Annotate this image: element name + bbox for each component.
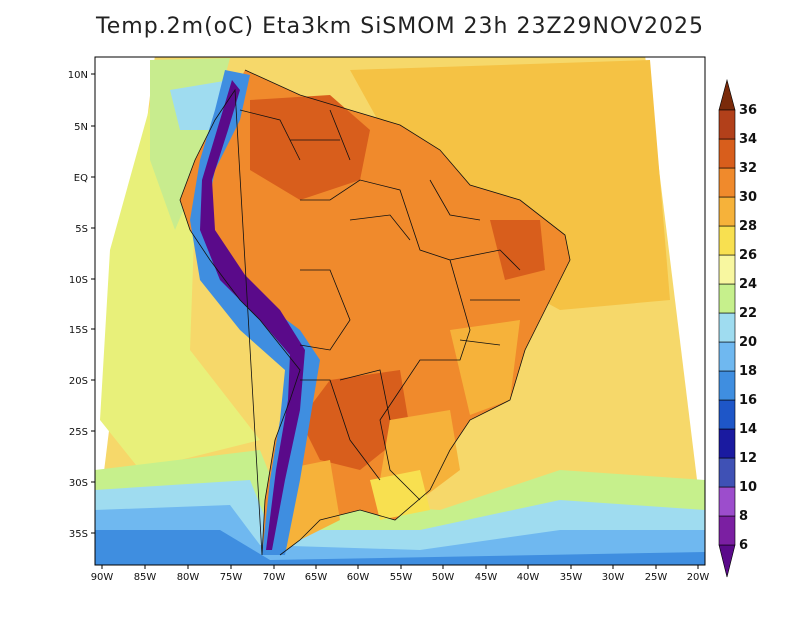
cbar-label-10: 10 (739, 480, 757, 495)
argentina-border (300, 379, 381, 481)
lon-label-65w: 65W (305, 572, 328, 583)
cbar-label-24: 24 (739, 277, 757, 292)
borders (179, 69, 571, 556)
colorbar-box (718, 312, 736, 343)
amazon-hot-area (250, 95, 370, 200)
lat-label-5s: 5S (75, 224, 88, 235)
bolivia-border (299, 269, 351, 351)
chaco-hot-area (300, 370, 410, 470)
cbar-label-12: 12 (739, 451, 757, 466)
lon-label-80w: 80W (177, 572, 200, 583)
colorbar-box (718, 283, 736, 314)
lat-label-10n: 10N (68, 70, 88, 81)
cbar-label-32: 32 (739, 161, 757, 176)
colorbar-box (718, 515, 736, 546)
lon-label-75w: 75W (220, 572, 243, 583)
lon-label-25w: 25W (645, 572, 668, 583)
lat-label-5n: 5N (74, 122, 88, 133)
cbar-label-26: 26 (739, 248, 757, 263)
cbar-label-16: 16 (739, 393, 757, 408)
cbar-label-6: 6 (739, 538, 748, 553)
cbar-label-28: 28 (739, 219, 757, 234)
colorbar-box (718, 109, 736, 140)
atlantic-warm-zone (350, 60, 670, 310)
lon-label-85w: 85W (134, 572, 157, 583)
cbar-label-36: 36 (739, 103, 757, 118)
lon-label-45w: 45W (475, 572, 498, 583)
lon-label-40w: 40W (517, 572, 540, 583)
coastline (179, 69, 571, 556)
state-lines-1 (349, 179, 521, 346)
cbar-label-20: 20 (739, 335, 757, 350)
pacific-cool-zone (100, 70, 260, 470)
lon-label-90w: 90W (91, 572, 114, 583)
colorbar-box (718, 225, 736, 256)
cbar-label-34: 34 (739, 132, 757, 147)
cbar-label-30: 30 (739, 190, 757, 205)
temperature-field (95, 57, 705, 565)
lon-label-60w: 60W (347, 572, 370, 583)
map-title: Temp.2m(oC) Eta3km SiSMOM 23h 23Z29NOV20… (96, 14, 704, 39)
lon-label-35w: 35W (560, 572, 583, 583)
lon-label-50w: 50W (432, 572, 455, 583)
cbar-label-14: 14 (739, 422, 757, 437)
colorbar-top-arrow (718, 78, 736, 111)
lon-label-20w: 20W (687, 572, 710, 583)
south-cool-band-4 (95, 530, 705, 565)
lat-label-15s: 15S (69, 325, 88, 336)
uruguay-region (370, 470, 430, 520)
lon-label-30w: 30W (602, 572, 625, 583)
state-lines-2 (239, 109, 351, 161)
colorbar-box (718, 370, 736, 401)
colorbar-box (718, 486, 736, 517)
cbar-label-18: 18 (739, 364, 757, 379)
colorbar-box (718, 341, 736, 372)
lat-label-10s: 10S (69, 275, 88, 286)
colorbar-box (718, 428, 736, 459)
longitude-axis: 90W 85W 80W 75W 70W 65W 60W 55W 50W 45W … (91, 565, 710, 583)
latitude-axis: 10N 5N EQ 5S 10S 15S 20S 25S 30S 35S (68, 70, 95, 540)
paraguay-border (339, 369, 391, 421)
colorbar-box (718, 457, 736, 488)
colorbar: 36 34 32 30 28 26 24 22 20 18 16 14 12 1… (718, 78, 757, 578)
colorbar-box (718, 254, 736, 285)
lat-label-30s: 30S (69, 478, 88, 489)
colorbar-boxes (718, 109, 736, 546)
lon-label-70w: 70W (263, 572, 286, 583)
lat-label-eq: EQ (74, 173, 88, 184)
brazil-border (300, 179, 471, 501)
colorbar-bottom-arrow (718, 544, 736, 578)
cbar-label-8: 8 (739, 509, 748, 524)
lon-label-55w: 55W (390, 572, 413, 583)
colorbar-box (718, 167, 736, 198)
lat-label-35s: 35S (69, 529, 88, 540)
lat-label-25s: 25S (69, 427, 88, 438)
northeast-hot-area (490, 220, 545, 280)
lat-label-20s: 20S (69, 376, 88, 387)
southeast-mild (450, 320, 520, 415)
map-frame (94, 56, 706, 566)
colorbar-box (718, 196, 736, 227)
colorbar-box (718, 399, 736, 430)
cbar-label-22: 22 (739, 306, 757, 321)
colorbar-box (718, 138, 736, 169)
